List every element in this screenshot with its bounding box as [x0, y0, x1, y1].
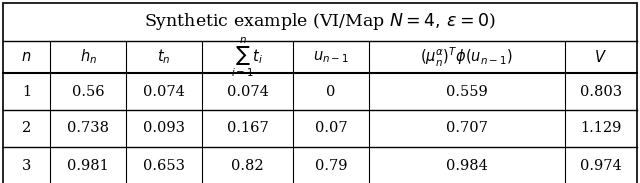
Text: $V$: $V$	[595, 49, 607, 65]
Text: 0.07: 0.07	[314, 122, 347, 135]
Text: 0.074: 0.074	[143, 85, 185, 98]
Text: $\sum_{i=1}^{n} t_i$: $\sum_{i=1}^{n} t_i$	[231, 36, 264, 79]
Text: 0.981: 0.981	[67, 158, 109, 173]
Text: $(\mu_n^{\alpha})^T \phi(u_{n-1})$: $(\mu_n^{\alpha})^T \phi(u_{n-1})$	[420, 45, 513, 69]
Text: 3: 3	[22, 158, 31, 173]
Text: $u_{n-1}$: $u_{n-1}$	[313, 49, 349, 65]
Text: 0.738: 0.738	[67, 122, 109, 135]
Text: $h_n$: $h_n$	[79, 48, 97, 66]
Text: 0.974: 0.974	[580, 158, 621, 173]
Text: 0.653: 0.653	[143, 158, 185, 173]
Text: $n$: $n$	[21, 50, 32, 64]
Text: 0.074: 0.074	[227, 85, 269, 98]
Text: 0.984: 0.984	[446, 158, 488, 173]
Text: $t_n$: $t_n$	[157, 48, 171, 66]
Text: 0.82: 0.82	[231, 158, 264, 173]
Text: Synthetic example (VI/Map $N = 4,\, \epsilon = 0$): Synthetic example (VI/Map $N = 4,\, \eps…	[144, 12, 496, 33]
Text: 1: 1	[22, 85, 31, 98]
Text: 0.56: 0.56	[72, 85, 104, 98]
Text: 0.79: 0.79	[315, 158, 347, 173]
Text: 0.093: 0.093	[143, 122, 185, 135]
Text: 2: 2	[22, 122, 31, 135]
Text: 0.707: 0.707	[446, 122, 488, 135]
Text: 0.559: 0.559	[446, 85, 488, 98]
Text: 0: 0	[326, 85, 335, 98]
Text: 0.167: 0.167	[227, 122, 268, 135]
Text: 1.129: 1.129	[580, 122, 621, 135]
Text: 0.803: 0.803	[580, 85, 622, 98]
